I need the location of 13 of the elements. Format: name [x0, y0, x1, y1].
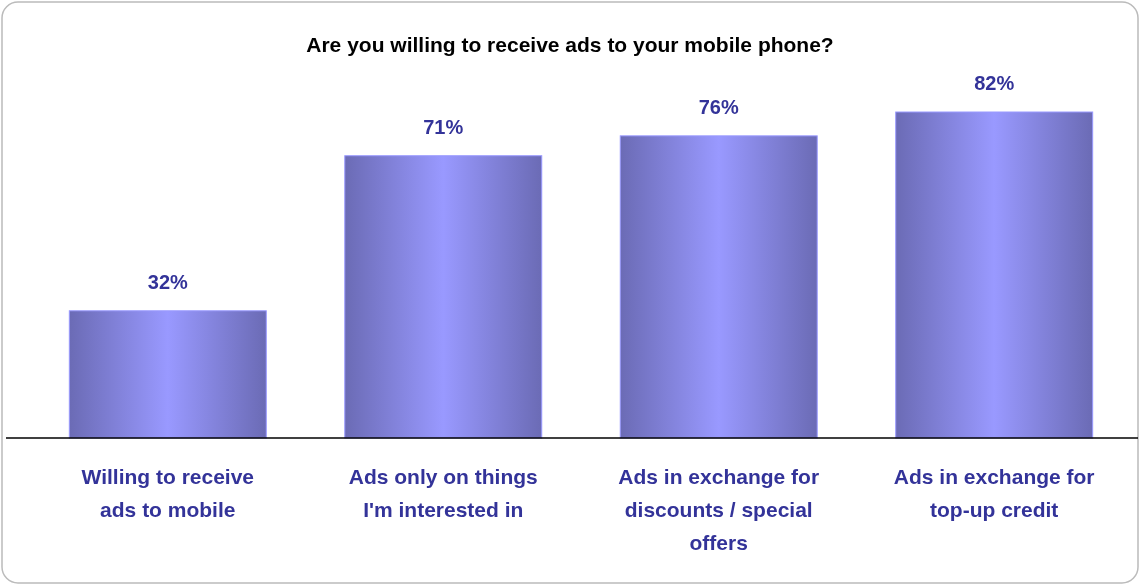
- x-tick-label: Ads in exchange for discounts / special offers: [618, 465, 820, 554]
- data-label: 32%: [147, 270, 189, 293]
- bar: [68, 310, 267, 439]
- chart-title: Are you willing to receive ads to your mobile phone?: [306, 33, 834, 56]
- data-label: 76%: [698, 95, 739, 118]
- data-label: 82%: [974, 72, 1015, 94]
- bar: [619, 135, 818, 439]
- x-tick-label: Ads in exchange for top-up credit: [893, 465, 1095, 521]
- x-tick-label: Willing to receive ads to mobile: [81, 465, 255, 521]
- bar: [895, 111, 1094, 439]
- bar: [344, 155, 543, 439]
- data-label: 71%: [423, 115, 464, 138]
- x-tick-label: Ads only on things I'm interested in: [348, 465, 538, 521]
